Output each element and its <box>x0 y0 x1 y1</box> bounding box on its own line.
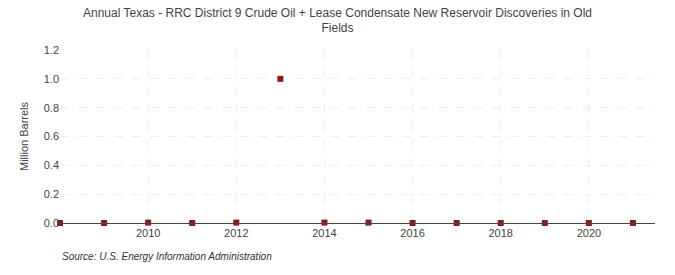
svg-text:2018: 2018 <box>488 227 512 239</box>
svg-text:0.2: 0.2 <box>44 188 59 200</box>
svg-text:0.4: 0.4 <box>44 159 59 171</box>
svg-text:2012: 2012 <box>224 227 248 239</box>
svg-text:1.2: 1.2 <box>44 44 59 56</box>
svg-text:2010: 2010 <box>136 227 160 239</box>
svg-text:0.0: 0.0 <box>44 217 59 229</box>
svg-text:2020: 2020 <box>577 227 601 239</box>
svg-text:2014: 2014 <box>312 227 336 239</box>
svg-text:Million Barrels: Million Barrels <box>18 101 30 171</box>
svg-text:0.8: 0.8 <box>44 102 59 114</box>
svg-text:2016: 2016 <box>400 227 424 239</box>
svg-text:Annual Texas - RRC District 9: Annual Texas - RRC District 9 Crude Oil … <box>83 6 592 36</box>
svg-text:Source: U.S. Energy Informatio: Source: U.S. Energy Information Administ… <box>62 251 272 262</box>
svg-text:1.0: 1.0 <box>44 73 59 85</box>
svg-text:0.6: 0.6 <box>44 130 59 142</box>
